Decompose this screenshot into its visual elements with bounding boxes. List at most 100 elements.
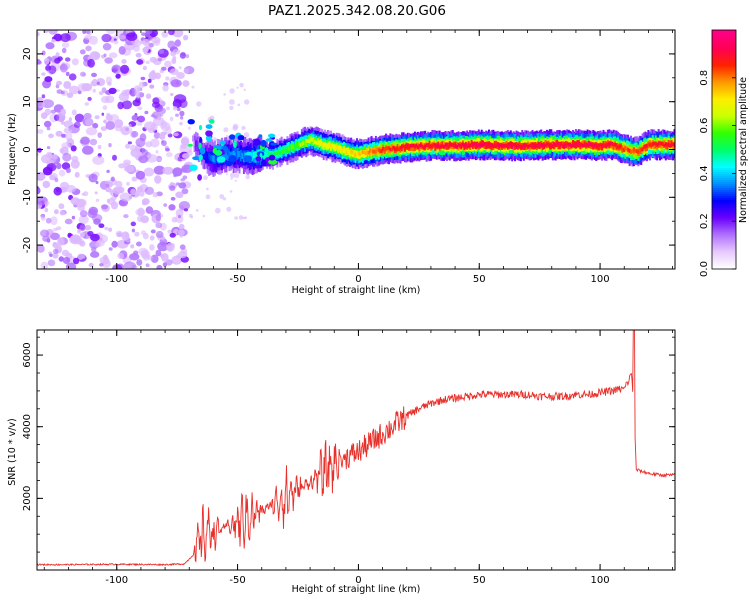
colorbar-segment <box>712 237 736 240</box>
spectrogram-noise-blob <box>141 32 146 36</box>
spectrogram-noise-blob <box>147 78 152 83</box>
spectrogram-cell <box>215 154 218 161</box>
spectrogram-cell <box>470 142 473 147</box>
colorbar-segment <box>712 103 736 107</box>
spectrogram-noise-blob <box>68 117 72 122</box>
spectrogram-noise-blob <box>61 47 67 54</box>
spectrogram-noise-blob <box>171 58 177 64</box>
spectrogram-cell <box>463 143 466 148</box>
colorbar-ticks: 0.0 0.2 0.4 0.6 0.8 <box>699 70 736 277</box>
colorbar-segment <box>712 215 736 218</box>
colorbar-segment <box>712 175 736 178</box>
spectrogram-noise-blob <box>142 65 147 71</box>
spectrogram-noise-blob <box>145 60 150 64</box>
spectrogram-noise-blob <box>149 84 155 89</box>
spectrogram-noise-blob <box>131 228 136 233</box>
spectrogram-cell <box>348 150 351 155</box>
spectrogram-noise-blob <box>237 103 241 107</box>
spectrogram-cell <box>197 174 203 181</box>
spectrogram-noise-blob <box>101 87 107 94</box>
x-tick-label: 100 <box>591 575 610 586</box>
spectrogram-noise-blob <box>115 180 123 188</box>
spectrogram-cell <box>559 143 561 148</box>
spectrogram-cell <box>622 148 625 152</box>
colorbar-segment <box>712 147 736 151</box>
spectrogram-cell <box>309 137 312 142</box>
spectrogram-cell <box>511 145 514 149</box>
spectrogram-noise-blob <box>51 39 56 43</box>
spectrogram-cell <box>577 141 580 146</box>
spectrogram-noise-blob <box>89 138 98 146</box>
spectrogram-cell <box>548 143 551 148</box>
spectrogram-noise-blob <box>90 81 95 87</box>
spectrogram-cell <box>586 143 589 147</box>
spectrogram-noise-blob <box>85 30 91 34</box>
spectrogram-noise-blob <box>123 261 136 269</box>
spectrogram-cell <box>231 151 234 158</box>
colorbar-segment <box>712 117 736 121</box>
spectrogram-noise-blob <box>44 120 52 128</box>
spectrogram-noise-blob <box>79 240 84 245</box>
spectrogram-noise-blob <box>183 68 189 74</box>
spectrogram-cell <box>273 151 276 156</box>
spectrogram-noise-blob <box>243 88 246 92</box>
spectrogram-cell <box>255 156 262 162</box>
spectrogram-cell <box>430 144 433 149</box>
spectrogram-noise-blob <box>187 150 193 156</box>
spectrogram-noise-blob <box>125 237 131 243</box>
spectrogram-noise-blob <box>190 215 194 219</box>
colorbar-segment <box>712 245 736 248</box>
spectrogram-cell <box>546 142 549 147</box>
spectrogram-noise-blob <box>107 81 112 86</box>
spectrogram-cell <box>254 151 257 158</box>
spectrogram-cell <box>379 149 382 153</box>
spectrogram-noise-blob <box>77 90 82 95</box>
spectrogram-noise-blob <box>131 176 138 182</box>
colorbar-segment <box>712 79 736 83</box>
spectrogram-noise-blob <box>50 109 57 114</box>
colorbar-segment <box>712 265 736 268</box>
spectrogram-cell <box>242 151 245 158</box>
spectrogram-cell <box>579 143 582 148</box>
colorbar-segment <box>712 199 736 202</box>
spectrogram-noise-blob <box>195 209 199 212</box>
spectrogram-noise-blob <box>183 34 189 41</box>
spectrogram-noise-blob <box>104 180 111 185</box>
colorbar-segment <box>712 37 736 41</box>
colorbar-tick-label: 0.6 <box>699 118 710 134</box>
y-tick-label: 10 <box>22 95 33 108</box>
colorbar-segment <box>712 59 736 63</box>
spectrogram-noise-blob <box>61 42 70 48</box>
spectrogram-cell <box>418 144 421 152</box>
spectrogram-cell <box>509 142 512 147</box>
spectrogram-noise-blob <box>84 117 94 127</box>
spectrogram-cell <box>306 139 309 143</box>
spectrogram-noise-blob <box>169 68 179 75</box>
spectrogram-cell <box>580 142 583 147</box>
colorbar-segment <box>712 189 736 192</box>
spectrogram-noise-blob <box>212 137 217 142</box>
colorbar-segment <box>712 227 736 230</box>
spectrogram-noise-blob <box>124 165 134 173</box>
spectrogram-noise-blob <box>94 191 98 195</box>
spectrogram-noise-blob <box>173 106 178 111</box>
colorbar-segment <box>712 183 736 186</box>
colorbar-segment <box>712 253 736 256</box>
colorbar-segment <box>712 181 736 184</box>
spectrogram-cell <box>425 143 428 147</box>
spectrogram-cell <box>561 144 564 148</box>
spectrogram-noise-blob <box>149 235 155 241</box>
spectrogram-cell <box>199 136 203 145</box>
spectrogram-noise-blob <box>64 218 73 225</box>
spectrogram-cell <box>630 150 632 154</box>
snr-ticks: -100 -50 0 50 100 2000 4000 6000 <box>22 330 675 586</box>
colorbar-segment <box>712 201 736 204</box>
colorbar-segment <box>712 87 736 91</box>
colorbar-segment <box>712 247 736 250</box>
spectrogram-noise-blob <box>68 73 77 81</box>
spectrogram-noise-blob <box>78 215 89 225</box>
spectrogram-noise-blob <box>169 116 174 122</box>
spectrogram-noise-blob <box>229 99 235 105</box>
spectrogram-noise-blob <box>44 200 50 206</box>
